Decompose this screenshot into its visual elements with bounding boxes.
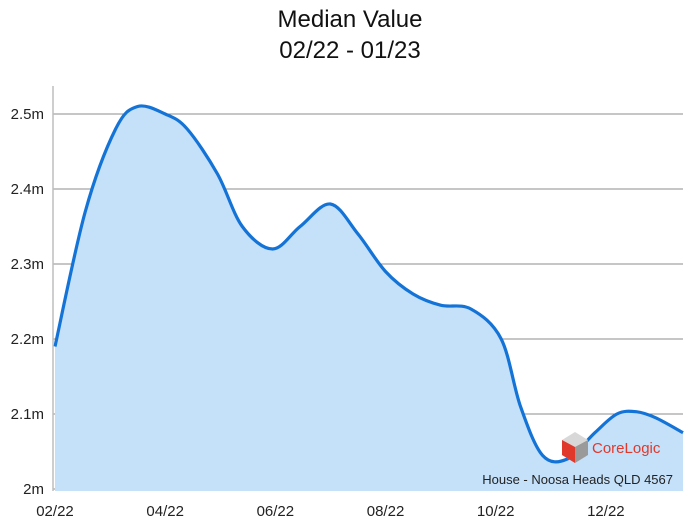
- series-area: [55, 105, 683, 492]
- logo-text: CoreLogic: [592, 440, 661, 457]
- y-tick-label: 2.1m: [11, 406, 44, 423]
- x-tick-label: 06/22: [257, 503, 295, 520]
- x-axis-ticks: 02/22 04/22 06/22 08/22 10/22 12/22: [36, 503, 624, 520]
- x-tick-label: 02/22: [36, 503, 74, 520]
- y-axis-ticks: 2m 2.1m 2.2m 2.3m 2.4m 2.5m: [11, 106, 44, 498]
- chart-title-block: Median Value 02/22 - 01/23: [0, 4, 700, 66]
- x-tick-label: 04/22: [146, 503, 184, 520]
- series-line: [53, 104, 684, 464]
- y-tick-label: 2.2m: [11, 331, 44, 348]
- chart-subtitle: 02/22 - 01/23: [279, 37, 421, 64]
- y-tick-label: 2m: [23, 481, 44, 498]
- corelogic-logo: CoreLogic: [562, 432, 661, 463]
- y-tick-label: 2.3m: [11, 256, 44, 273]
- x-tick-label: 12/22: [587, 503, 625, 520]
- logo-cube-right-face: [575, 440, 588, 463]
- x-tick-label: 10/22: [477, 503, 515, 520]
- y-tick-label: 2.4m: [11, 181, 44, 198]
- chart-title: Median Value: [277, 6, 423, 33]
- x-tick-label: 08/22: [367, 503, 405, 520]
- chart-caption: House - Noosa Heads QLD 4567: [482, 472, 673, 487]
- y-tick-label: 2.5m: [11, 106, 44, 123]
- logo-cube-left-face: [562, 440, 575, 463]
